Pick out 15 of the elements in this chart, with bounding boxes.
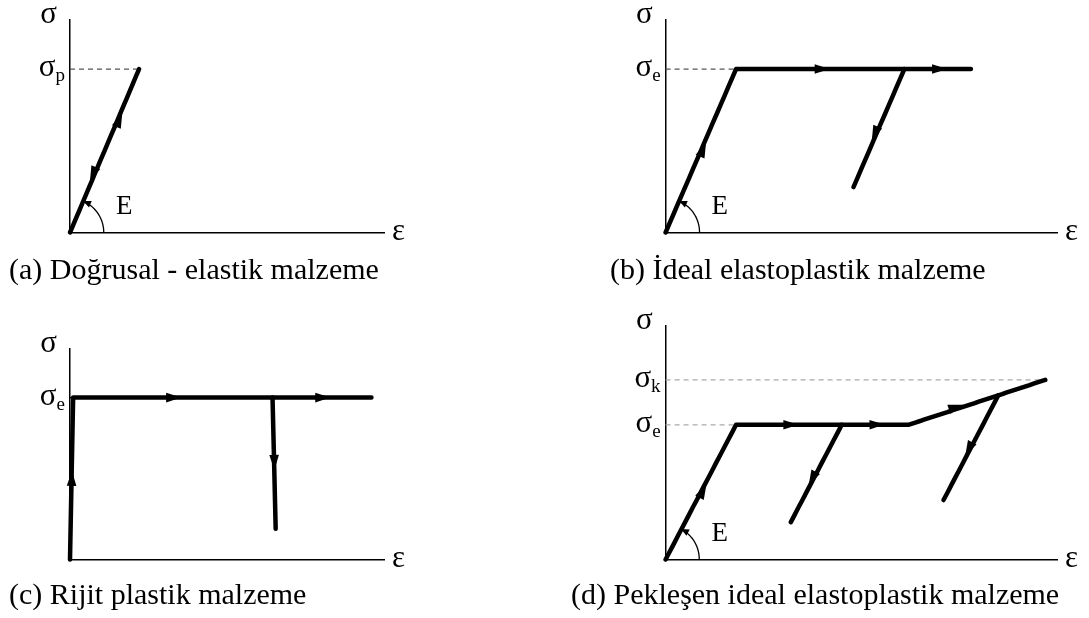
annotation: E: [116, 189, 133, 220]
text: (a) Doğrusal - elastik malzeme: [9, 252, 379, 286]
annotation: E: [711, 516, 729, 547]
y-axis-title: σ: [635, 0, 653, 30]
y-axis-title: σ: [40, 324, 58, 359]
x-axis-title: ε: [392, 211, 406, 247]
text: (b) İdeal elastoplastik malzeme: [610, 252, 986, 286]
text: (c) Rijit plastik malzeme: [9, 577, 307, 611]
x-axis-title: ε: [392, 538, 406, 574]
x-axis-title: ε: [1065, 538, 1079, 574]
annotation: E: [711, 189, 729, 220]
text: (d) Pekleşen ideal elastoplastik malzeme: [571, 577, 1060, 611]
y-axis-title: σ: [40, 0, 58, 30]
y-axis-title: σ: [635, 301, 653, 336]
x-axis-title: ε: [1065, 211, 1079, 247]
